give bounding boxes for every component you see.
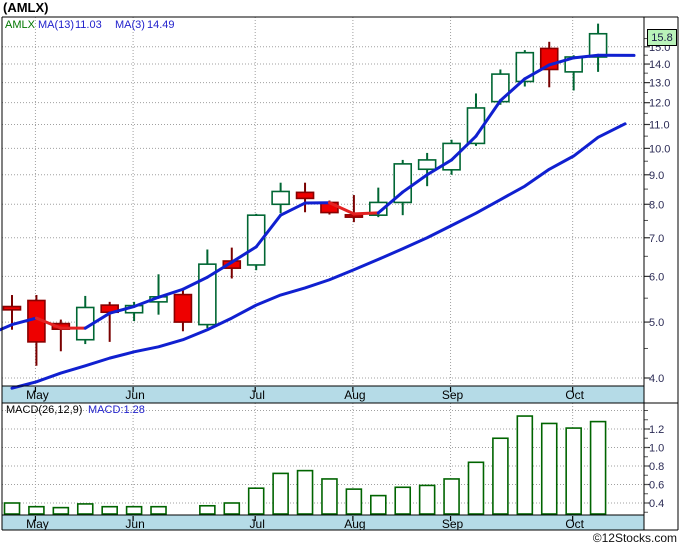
svg-text:13.0: 13.0	[649, 78, 670, 90]
svg-text:Jul: Jul	[250, 517, 265, 531]
svg-text:Oct: Oct	[565, 388, 584, 402]
svg-text:Aug: Aug	[344, 517, 365, 531]
svg-text:Aug: Aug	[344, 388, 365, 402]
legend-symbol: AMLX	[5, 19, 35, 31]
watermark-link[interactable]: ©12Stocks.com	[592, 531, 677, 545]
svg-text:Jul: Jul	[250, 388, 265, 402]
svg-text:0.4: 0.4	[649, 498, 664, 510]
svg-text:Sep: Sep	[442, 388, 464, 402]
svg-text:4.0: 4.0	[649, 373, 664, 385]
page-title: (AMLX)	[3, 0, 49, 15]
svg-text:Oct: Oct	[565, 517, 584, 531]
svg-text:11.0: 11.0	[649, 119, 670, 131]
current-price-badge: 15.8	[647, 29, 677, 46]
svg-text:12.0: 12.0	[649, 98, 670, 110]
svg-text:10.0: 10.0	[649, 143, 670, 155]
svg-text:9.0: 9.0	[649, 170, 664, 182]
svg-text:May: May	[26, 517, 49, 531]
svg-text:1.0: 1.0	[649, 443, 664, 455]
svg-text:0.8: 0.8	[649, 461, 664, 473]
svg-text:7.0: 7.0	[649, 233, 664, 245]
svg-text:Sep: Sep	[442, 517, 464, 531]
svg-text:May: May	[26, 388, 49, 402]
macd-legend-label: MACD(26,12,9)	[6, 404, 83, 416]
svg-text:0.6: 0.6	[649, 480, 664, 492]
legend-ma3-value: 14.49	[147, 19, 175, 31]
svg-text:Jun: Jun	[125, 517, 144, 531]
svg-text:Jun: Jun	[125, 388, 144, 402]
legend-ma13-label: MA(13)	[38, 19, 75, 31]
macd-legend-value: MACD:1.28	[88, 404, 145, 416]
legend-ma3-label: MA(3)	[115, 19, 145, 31]
svg-text:14.0: 14.0	[649, 59, 670, 71]
legend-ma13-value: 11.03	[75, 19, 102, 31]
svg-text:6.0: 6.0	[649, 271, 664, 283]
svg-text:1.2: 1.2	[649, 424, 664, 436]
svg-text:8.0: 8.0	[649, 199, 664, 211]
svg-text:5.0: 5.0	[649, 317, 664, 329]
